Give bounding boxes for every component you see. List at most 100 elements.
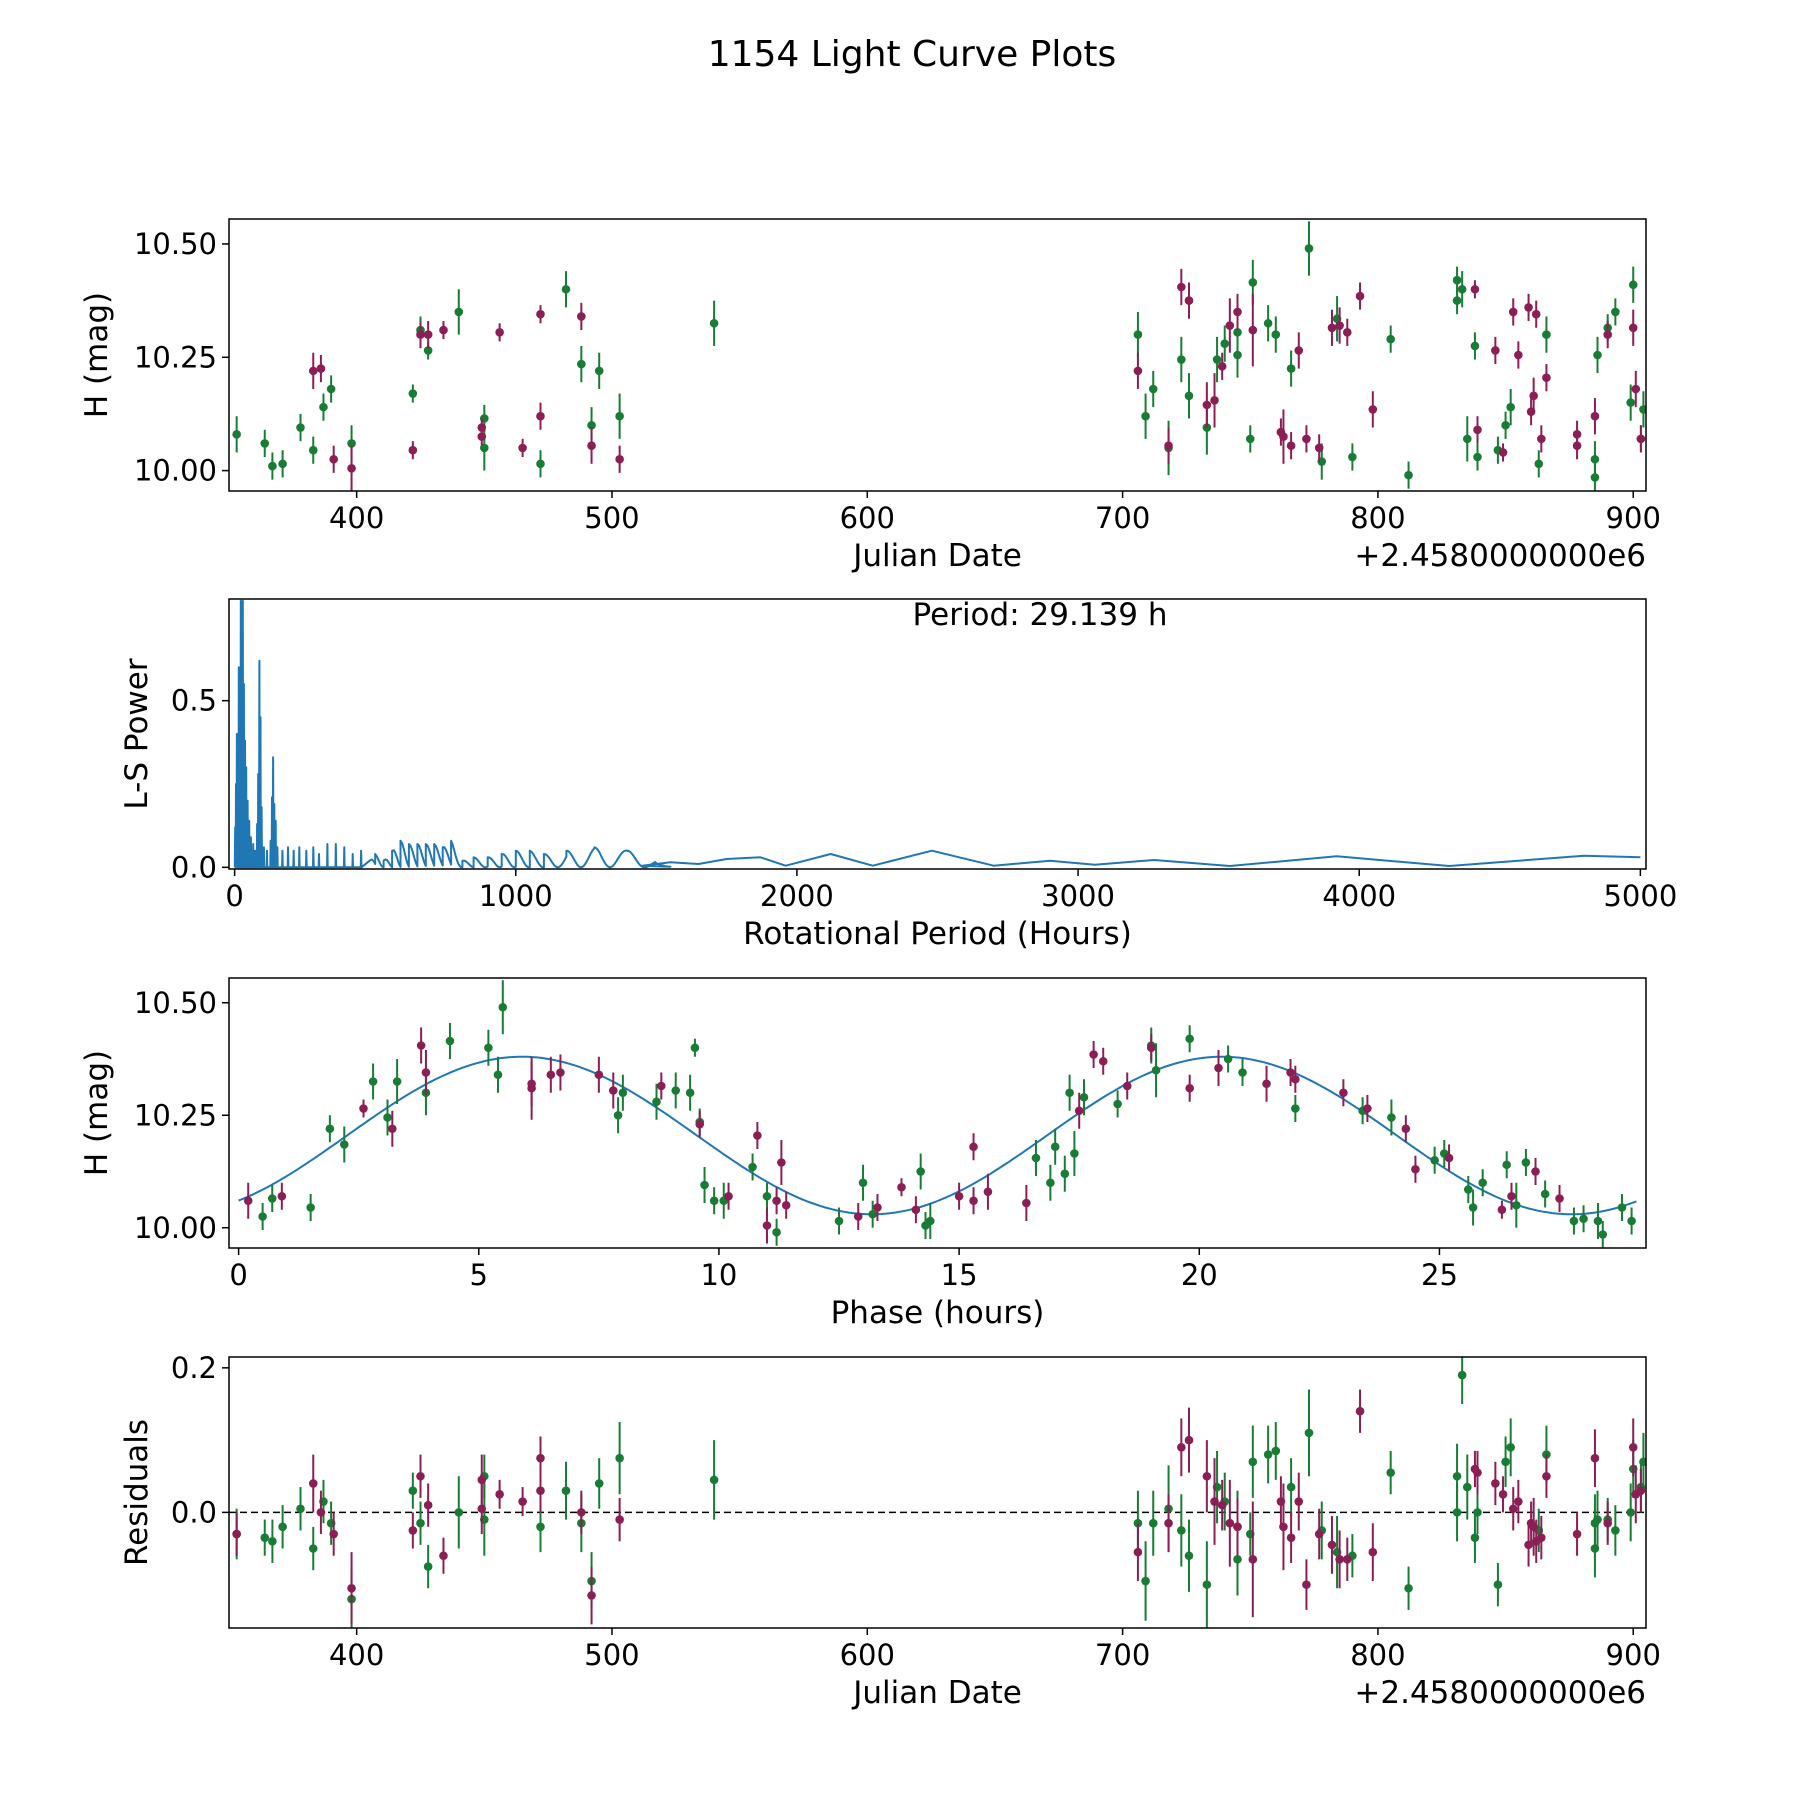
data-point (1626, 1508, 1635, 1517)
data-point (339, 1140, 349, 1149)
data-point (1404, 470, 1413, 480)
data-point (1046, 1178, 1055, 1188)
data-point (1355, 291, 1365, 301)
figure-title: 1154 Light Curve Plots (708, 34, 1117, 75)
series-filter-b (243, 1027, 1564, 1244)
x-tick-label: 25 (1421, 1258, 1458, 1292)
data-point (1233, 1522, 1242, 1532)
data-point (1133, 330, 1143, 339)
data-point (368, 1077, 378, 1086)
x-tick-label: 600 (840, 1638, 895, 1672)
data-point (408, 1486, 418, 1495)
x-tick-label: 15 (941, 1258, 978, 1292)
data-point (615, 1453, 624, 1463)
data-point (1210, 1497, 1219, 1506)
data-point (1141, 1576, 1150, 1586)
data-point (1611, 307, 1620, 317)
data-point (518, 443, 527, 453)
data-point (1184, 391, 1194, 401)
plot-area (229, 1357, 1646, 1628)
data-point (556, 1068, 565, 1077)
axes-frame (228, 218, 1647, 492)
data-point (657, 1081, 666, 1091)
data-point (296, 423, 305, 432)
data-point (1501, 420, 1510, 430)
data-point (258, 1212, 267, 1221)
y-tick-label: 0.0 (171, 850, 217, 884)
data-point (1304, 244, 1314, 253)
data-point (484, 1043, 493, 1053)
data-point (1529, 391, 1538, 401)
data-point (477, 432, 487, 441)
data-point (724, 1191, 733, 1201)
data-point (1386, 334, 1395, 344)
data-point (1478, 1178, 1487, 1188)
data-point (1314, 1529, 1324, 1539)
data-point (1304, 1428, 1314, 1438)
data-point (1401, 1124, 1411, 1134)
data-point (834, 1216, 844, 1226)
data-point (1457, 1370, 1467, 1380)
data-point (594, 1479, 604, 1488)
data-point (1514, 350, 1523, 360)
data-point (1164, 1518, 1173, 1528)
data-point (1444, 1153, 1454, 1163)
data-point (316, 364, 326, 373)
data-point (1491, 346, 1500, 355)
data-point (536, 459, 545, 469)
data-point (1452, 296, 1462, 305)
x-tick-label: 400 (329, 1638, 384, 1672)
data-point (709, 1196, 719, 1206)
data-point (1185, 1034, 1194, 1044)
data-point (772, 1196, 781, 1206)
data-point (306, 1203, 315, 1212)
data-point (1497, 1205, 1507, 1215)
data-point (477, 1504, 487, 1514)
data-point (454, 1508, 464, 1517)
data-point (868, 1209, 877, 1219)
phase-curve-panel: 0 5 10 15 20 25 10.00 10.25 10.50 Phase (hours) H … (79, 977, 1647, 1331)
y-axis-label: H (mag) (79, 292, 115, 418)
data-point (1611, 1526, 1620, 1535)
data-point (1531, 1167, 1540, 1176)
data-point (1225, 1518, 1235, 1528)
data-point (1507, 1191, 1516, 1201)
data-point (1590, 473, 1600, 482)
data-point (1279, 432, 1288, 441)
data-point (1491, 1479, 1500, 1488)
data-point (1217, 362, 1227, 371)
data-point (1263, 318, 1273, 328)
data-point (416, 1041, 426, 1050)
data-point (1279, 1522, 1288, 1532)
data-point (1184, 1435, 1194, 1445)
data-point (1335, 1555, 1344, 1564)
data-point (1470, 1533, 1480, 1542)
data-point (408, 445, 418, 455)
y-tick-label: 10.00 (134, 1211, 217, 1245)
data-point (1148, 384, 1158, 394)
data-point (615, 454, 624, 464)
data-point (1314, 443, 1324, 453)
data-point (1210, 396, 1219, 405)
data-point (1593, 350, 1602, 360)
x-tick-label: 1000 (479, 879, 553, 913)
data-point (316, 1508, 326, 1517)
y-tick-label: 0.0 (171, 1495, 217, 1529)
data-point (561, 1486, 571, 1495)
data-point (1502, 1160, 1512, 1170)
data-point (278, 459, 287, 469)
data-point (1555, 1194, 1564, 1203)
data-point (1202, 1580, 1212, 1589)
data-point (423, 346, 433, 355)
data-point (1089, 1050, 1098, 1059)
data-point (1368, 1547, 1378, 1557)
data-point (1177, 1526, 1186, 1535)
data-point (1452, 275, 1462, 285)
data-point (423, 1562, 433, 1571)
data-point (1636, 1486, 1646, 1495)
data-point (853, 1212, 863, 1221)
data-point (1335, 321, 1344, 330)
data-point (1294, 1497, 1304, 1506)
data-point (897, 1182, 906, 1192)
